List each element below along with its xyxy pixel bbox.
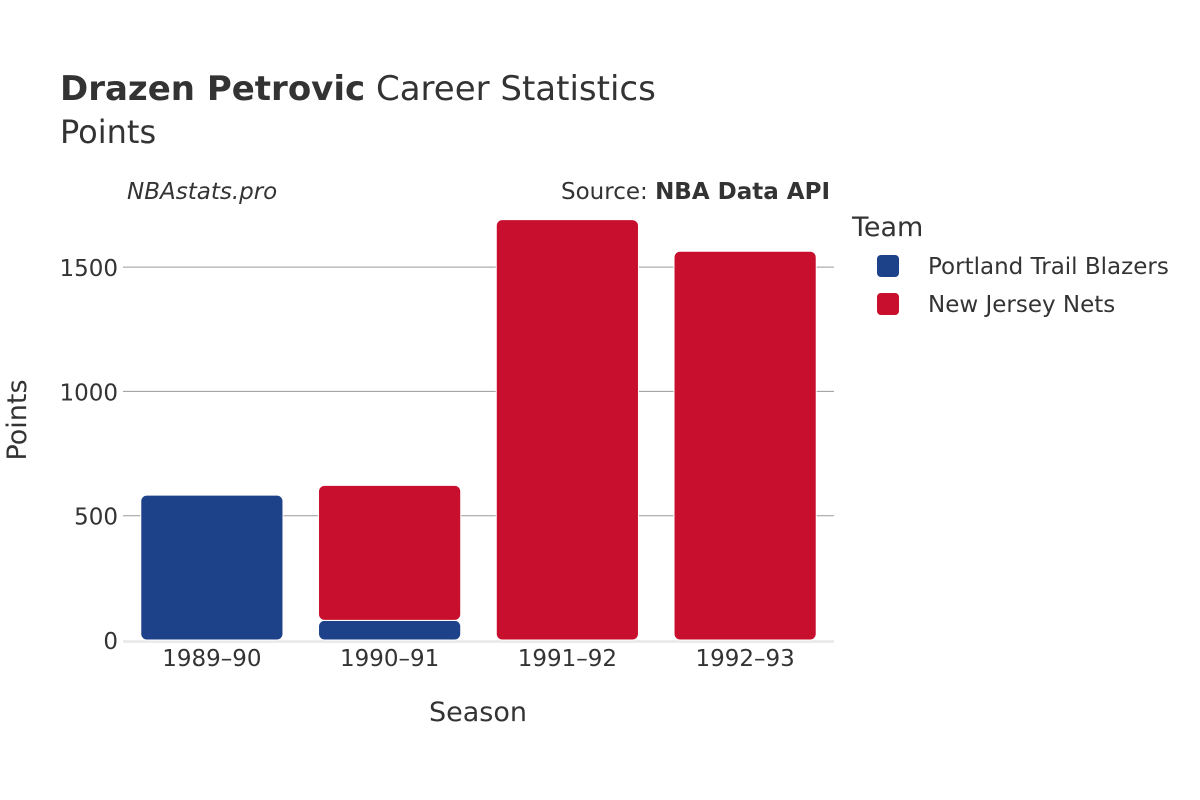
chart-title-bold: Drazen Petrovic — [60, 69, 365, 109]
source-name: NBA Data API — [655, 179, 830, 205]
legend-swatch — [877, 255, 899, 277]
chart-title-rest: Career Statistics — [376, 69, 656, 109]
bar-segment — [495, 219, 639, 641]
legend-swatch — [877, 293, 899, 315]
x-tick-label: 1990–91 — [340, 646, 439, 672]
chart-title: Drazen Petrovic Career Statistics — [60, 69, 656, 109]
source-prefix: Source: — [561, 179, 655, 205]
x-tick-label: 1989–90 — [162, 646, 261, 672]
y-axis-ticks: 0 500 1000 1500 — [59, 256, 118, 655]
y-tick-label: 500 — [74, 505, 118, 531]
bars — [140, 219, 817, 641]
bar-segment — [318, 619, 462, 641]
source-label: Source: NBA Data API — [561, 179, 830, 205]
watermark: NBAstats.pro — [127, 179, 277, 205]
bar-segment — [318, 484, 462, 621]
legend-label: Portland Trail Blazers — [928, 254, 1169, 280]
y-axis-title: Points — [2, 379, 33, 460]
y-tick-label: 0 — [103, 629, 118, 655]
legend: Team Portland Trail Blazers New Jersey Ne… — [851, 212, 1169, 318]
chart-header: Drazen Petrovic Career Statistics Points… — [60, 69, 830, 205]
x-axis-ticks: 1989–90 1990–91 1991–92 1992–93 — [162, 646, 795, 672]
y-tick-label: 1500 — [59, 256, 118, 282]
x-tick-label: 1992–93 — [695, 646, 794, 672]
bar-segment — [673, 250, 817, 641]
bar-segment — [140, 494, 284, 641]
legend-label: New Jersey Nets — [928, 292, 1115, 318]
y-tick-label: 1000 — [59, 380, 118, 406]
x-axis-title: Season — [429, 697, 527, 728]
x-tick-label: 1991–92 — [518, 646, 617, 672]
legend-title: Team — [851, 212, 923, 243]
chart-subtitle: Points — [60, 113, 156, 151]
